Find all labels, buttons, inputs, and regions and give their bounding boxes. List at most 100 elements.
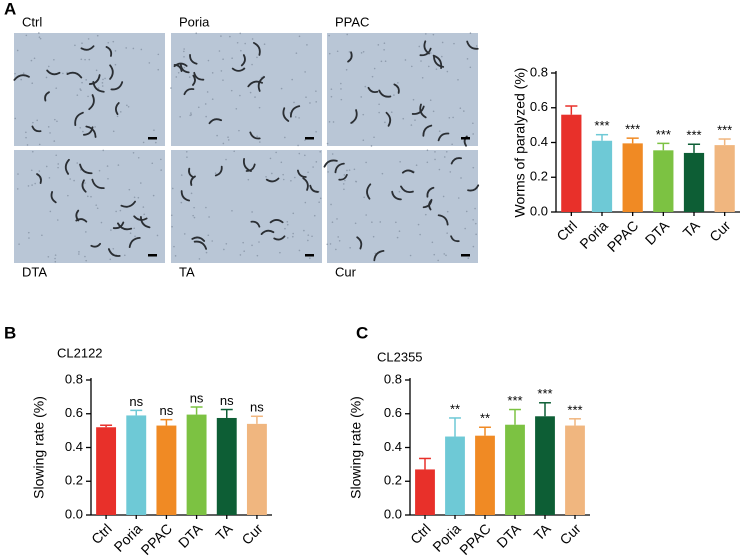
speck [157,53,160,56]
speck [459,107,462,110]
significance-label: *** [567,402,582,417]
speck [190,112,192,114]
worm [437,132,450,142]
speck [134,235,136,238]
speck [331,221,334,224]
speck [330,88,333,90]
speck [286,220,289,223]
speck [85,259,87,262]
speck [17,173,19,175]
speck [286,237,289,239]
speck [383,49,385,51]
worm [467,184,480,192]
speck [38,36,41,39]
speck [84,255,86,258]
speck [373,136,375,139]
speck [198,258,201,260]
speck [362,50,365,53]
speck [432,110,435,113]
worm [249,131,261,140]
scale-bar [461,254,470,257]
speck [467,257,470,259]
speck [31,82,34,84]
speck [27,185,30,187]
worm [31,125,42,133]
worm [350,109,358,124]
speck [31,150,34,153]
speck [192,214,194,217]
x-tick-label: DTA [175,520,206,551]
worm [466,40,479,50]
speck [177,71,180,74]
speck [424,213,427,216]
speck [47,65,50,68]
speck [112,130,115,133]
speck [353,168,356,171]
speck [79,88,81,90]
x-tick-label: DTA [493,520,524,551]
bar [714,145,735,212]
significance-label: ns [190,390,204,405]
speck [378,111,380,114]
x-tick-label: TA [680,217,704,241]
speck [220,70,223,72]
speck [186,156,188,158]
speck [396,236,399,239]
speck [140,48,143,51]
speck [343,174,346,176]
speck [433,253,436,256]
speck [235,107,238,110]
speck [438,130,441,132]
significance-label: *** [625,122,640,137]
speck [451,143,453,146]
speck [244,42,246,45]
worm [433,55,445,68]
speck [170,87,172,89]
speck [328,121,331,123]
speck [170,214,173,217]
speck [298,35,301,38]
speck [434,151,436,153]
bar [186,414,207,515]
speck [220,35,222,37]
speck [280,87,283,90]
speck [397,82,399,84]
speck [337,236,340,238]
speck [34,182,36,185]
speck [258,241,260,243]
worm [133,215,148,221]
speck [204,103,207,105]
x-tick-label: PPAC [604,217,642,255]
speck [156,234,159,237]
y-tick-label: 0.0 [530,203,548,218]
speck [222,58,224,60]
speck [415,164,418,167]
speck [265,175,267,178]
speck [340,98,343,101]
speck [155,141,157,144]
speck [319,197,322,200]
speck [418,45,421,48]
x-tick-label: TA [531,520,555,544]
speck [102,78,104,81]
speck [142,206,145,208]
speck [307,171,309,174]
speck [443,156,446,158]
speck [185,150,188,153]
speck [475,45,478,47]
speck [336,50,339,53]
y-tick-label: 0.6 [530,99,548,114]
bar [591,140,613,212]
speck [171,225,173,228]
worm [373,249,385,262]
speck [343,188,345,191]
speck [85,79,87,81]
worm [302,177,309,191]
speck [326,142,329,145]
speck [327,171,329,173]
worm [393,83,400,94]
worm [91,178,105,190]
speck [410,65,413,68]
speck [53,58,55,61]
image-label: Ctrl [22,14,42,29]
